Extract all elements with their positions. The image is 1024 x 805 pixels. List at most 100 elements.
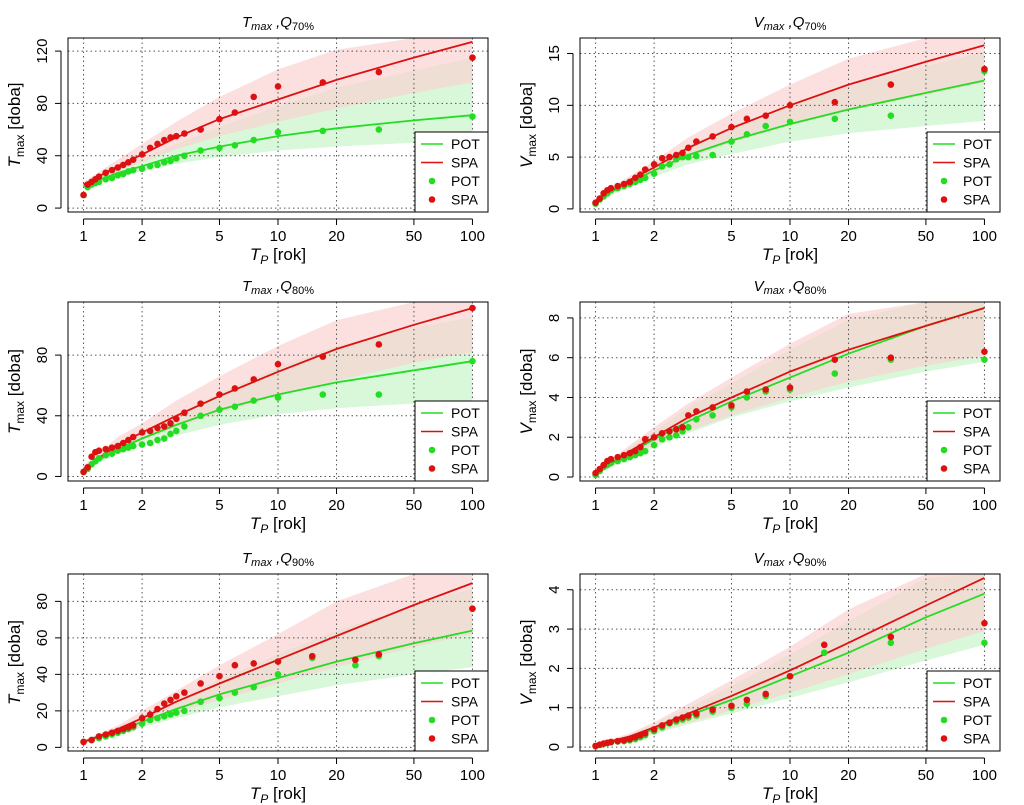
x-tick-label: 5 [727, 228, 735, 245]
pot-data-point [250, 683, 258, 691]
spa-data-point [614, 182, 622, 190]
legend-label: SPA [963, 694, 991, 710]
xlabel-sub: P [260, 792, 268, 805]
spa-data-point [80, 191, 87, 199]
pot-data-point [658, 435, 666, 443]
title-main-sub: max [764, 285, 785, 297]
spa-data-point [641, 166, 649, 173]
spa-data-point [231, 109, 239, 116]
x-axis-label: TP [rok] [250, 514, 306, 536]
x-tick-label: 2 [138, 767, 146, 784]
pot-data-point [274, 128, 282, 136]
ylabel-main: T [5, 422, 24, 434]
spa-data-point [650, 161, 658, 168]
spa-data-point [679, 424, 686, 431]
pot-data-point [129, 442, 137, 450]
xlabel-unit: [rok] [780, 245, 818, 264]
x-tick-label: 2 [650, 228, 658, 245]
x-tick-label: 1 [79, 497, 87, 514]
spa-data-point [375, 341, 383, 348]
spa-data-point [181, 409, 188, 417]
title-main-sub: max [251, 21, 272, 33]
ylabel-sub: max [13, 401, 27, 424]
y-tick-label: 80 [34, 593, 51, 610]
spa-data-point [154, 424, 161, 432]
xlabel-main: T [250, 245, 262, 264]
y-tick-label: 0 [34, 743, 51, 751]
pot-data-point [216, 694, 223, 702]
xlabel-unit: [rok] [268, 245, 306, 264]
spa-data-point [197, 680, 204, 687]
legend-point-swatch [428, 196, 436, 203]
spa-data-point [114, 442, 122, 450]
spa-points [80, 54, 476, 199]
y-tick-label: 1 [546, 704, 563, 712]
spa-points [592, 348, 988, 477]
spa-data-point [672, 151, 680, 159]
title-main-sub: max [251, 557, 272, 569]
xlabel-unit: [rok] [780, 784, 818, 803]
x-tick-label: 10 [270, 497, 287, 514]
spa-data-point [250, 660, 258, 667]
y-tick-label: 2 [546, 433, 563, 441]
pot-data-point [173, 709, 180, 716]
y-tick-label: 0 [546, 743, 563, 751]
legend-point-swatch [940, 177, 948, 185]
pot-data-point [672, 431, 680, 439]
pot-data-point [685, 153, 692, 161]
title-main: V [754, 550, 766, 567]
spa-data-point [119, 439, 127, 447]
spa-data-point [607, 738, 615, 746]
pot-data-point [138, 441, 146, 448]
spa-data-point [319, 353, 327, 360]
spa-data-point [728, 702, 735, 710]
spa-data-point [641, 435, 649, 443]
pot-data-point [160, 158, 168, 166]
y-tick-label: 4 [546, 586, 563, 594]
y-axis-label: Tmax [doba] [5, 349, 27, 434]
x-tick-label: 1 [591, 767, 599, 784]
x-tick-label: 100 [972, 497, 997, 514]
y-tick-label: 4 [546, 393, 563, 401]
x-tick-label: 20 [328, 767, 345, 784]
legend-point-swatch [940, 446, 948, 454]
xlabel-sub: P [772, 522, 780, 536]
title-sep: ,Q [272, 278, 292, 295]
spa-data-point [831, 356, 839, 363]
y-tick-label: 120 [34, 39, 51, 64]
x-axis-label: TP [rok] [762, 245, 818, 267]
xlabel-main: T [762, 784, 774, 803]
pot-data-point [831, 370, 839, 377]
pot-data-point [173, 427, 180, 435]
chart-title: Tmax ,Q80% [242, 278, 314, 297]
chart-title: Tmax ,Q90% [242, 550, 314, 569]
spa-data-point [658, 722, 666, 729]
pot-data-point [102, 451, 110, 459]
pot-data-point [250, 397, 258, 404]
spa-data-point [887, 633, 895, 641]
title-main-sub: max [764, 21, 785, 33]
spa-data-point [658, 154, 666, 162]
y-tick-label: 40 [34, 666, 51, 683]
spa-data-point [102, 445, 110, 453]
spa-data-point [981, 348, 988, 356]
legend-point-swatch [428, 735, 436, 742]
pot-data-point [820, 649, 828, 656]
spa-data-point [216, 115, 223, 123]
spa-data-point [138, 714, 146, 722]
spa-data-point [592, 199, 599, 206]
spa-data-point [160, 700, 168, 707]
spa-points [592, 619, 988, 750]
spa-data-point [786, 384, 794, 391]
pot-data-point [108, 450, 116, 457]
pot-data-point [641, 447, 649, 455]
legend-label: POT [963, 712, 992, 728]
legend-label: SPA [963, 192, 991, 208]
xlabel-sub: P [772, 792, 780, 805]
spa-data-point [154, 140, 161, 148]
x-tick-label: 1 [79, 228, 87, 245]
spa-data-point [607, 455, 615, 463]
spa-data-point [626, 735, 634, 743]
legend-label: SPA [451, 155, 479, 171]
